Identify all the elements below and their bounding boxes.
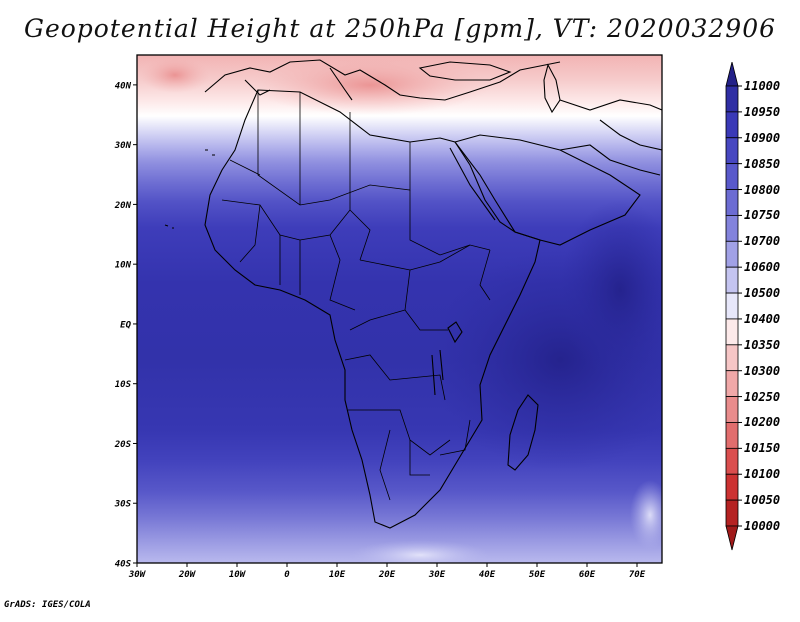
colorbar-level-label: 10500 (744, 286, 781, 301)
colorbar-swatch (725, 422, 739, 449)
colorbar-svg (725, 61, 742, 551)
colorbar-level-label: 10700 (744, 234, 781, 249)
lon-label: 10E (329, 570, 346, 580)
colorbar-swatch (725, 240, 739, 268)
colorbar-level-label: 10900 (744, 130, 781, 145)
lon-label: 30W (128, 570, 147, 580)
lon-label: 60E (579, 570, 596, 580)
lon-label: 30E (428, 570, 446, 580)
colorbar-level-label: 10150 (744, 441, 781, 456)
lon-label: 10W (229, 570, 247, 580)
colorbar-swatch (725, 266, 739, 294)
colorbar-min-triangle (725, 525, 739, 551)
lat-label: 30S (114, 500, 132, 510)
lat-label: 10N (115, 261, 132, 271)
height-field (137, 55, 662, 563)
country-borders (221, 90, 491, 501)
colorbar (720, 61, 800, 562)
colorbar-level-label: 11000 (744, 79, 781, 93)
coastlines (164, 59, 662, 529)
colorbar-level-label: 10300 (744, 363, 781, 378)
lat-label: 40S (115, 560, 132, 570)
colorbar-swatch (725, 447, 739, 475)
colorbar-max-triangle (725, 61, 739, 87)
colorbar-swatch (725, 473, 739, 501)
colorbar-level-label: 10400 (744, 311, 781, 326)
lat-label: 30N (114, 141, 132, 151)
lon-label: 20W (178, 570, 197, 580)
grads-credit: GrADS: IGES/COLA (4, 600, 91, 610)
lon-label: 40E (479, 570, 496, 580)
lon-label: 0 (284, 570, 290, 580)
colorbar-level-label: 10850 (744, 156, 781, 171)
lat-label: 10S (115, 380, 132, 390)
longitude-axis: 30W 20W 10W 0 10E 20E 30E 40E 50E 60E 70E (128, 563, 646, 580)
colorbar-swatch (725, 163, 739, 190)
colorbar-level-label: 10600 (744, 260, 781, 275)
colorbar-swatch (725, 499, 739, 527)
colorbar-swatch (725, 318, 739, 346)
colorbar-level-label: 10950 (744, 104, 781, 119)
colorbar-swatch (725, 111, 739, 139)
lat-label: EQ (120, 320, 131, 330)
lon-label: 70E (629, 570, 646, 580)
colorbar-level-label: 10350 (744, 337, 781, 352)
colorbar-swatch (725, 85, 739, 113)
latitude-axis: 40N 30N 20N 10N EQ 10S 20S 30S 40S (114, 81, 137, 570)
colorbar-swatch (725, 137, 739, 165)
map-frame (136, 54, 663, 564)
colorbar-level-label: 10800 (744, 182, 781, 197)
colorbar-level-label: 10050 (744, 493, 781, 508)
lat-label: 20N (114, 201, 132, 211)
lon-label: 50E (529, 570, 546, 580)
colorbar-swatch (725, 189, 739, 216)
colorbar-swatch (725, 215, 739, 242)
lon-label: 20E (378, 570, 396, 580)
lat-label: 40N (115, 81, 132, 91)
colorbar-swatch (725, 344, 739, 372)
colorbar-swatch (725, 370, 739, 397)
colorbar-level-label: 10100 (744, 467, 781, 482)
map-title: Geopotential Height at 250hPa [gpm], VT:… (23, 14, 777, 43)
colorbar-swatch (725, 396, 739, 423)
colorbar-level-label: 10000 (744, 519, 781, 533)
colorbar-level-label: 10750 (744, 208, 781, 223)
colorbar-level-label: 10200 (744, 415, 781, 430)
colorbar-level-label: 10250 (744, 389, 781, 404)
colorbar-swatch (725, 292, 739, 320)
lat-label: 20S (114, 440, 132, 450)
